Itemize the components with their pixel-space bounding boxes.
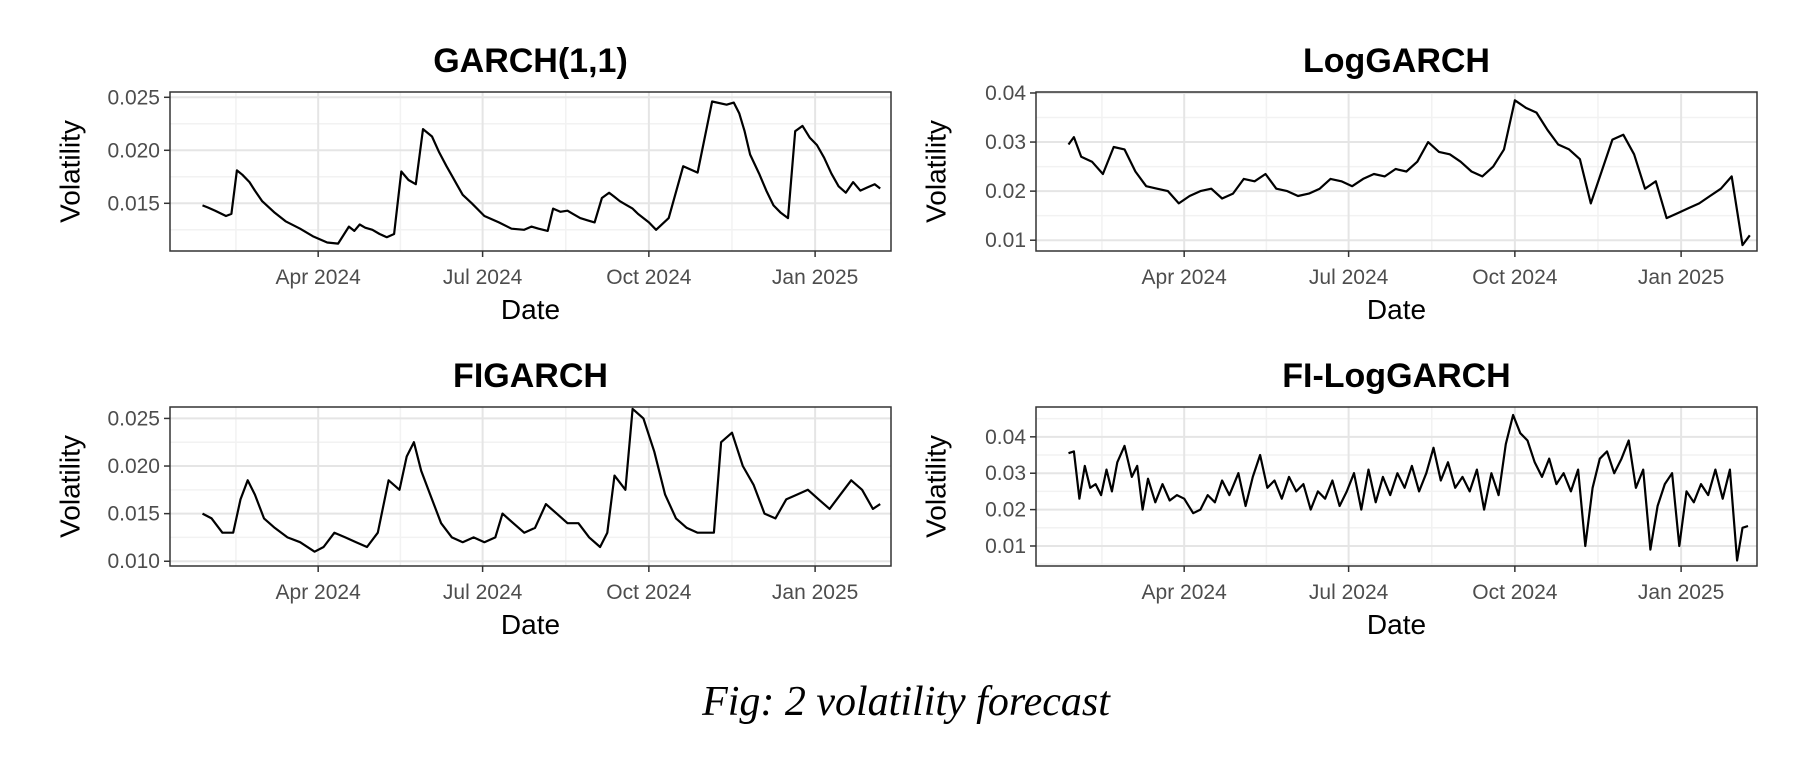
panel-2-x-tick-label: Jul 2024 — [1309, 266, 1389, 289]
panel-2-x-axis-label: Date — [1367, 294, 1426, 325]
panel-4-x-tick-label: Jul 2024 — [1309, 581, 1389, 604]
panel-2-y-tick-label: 0.01 — [985, 229, 1026, 252]
panel-4-x-axis-label: Date — [1367, 609, 1426, 640]
panel-2-x-tick-label: Apr 2024 — [1142, 266, 1228, 289]
panel-3-border — [169, 406, 892, 567]
panel-3-x-tick-label: Jan 2025 — [772, 581, 858, 604]
panel-2-y-axis-label: Volatility — [920, 120, 951, 223]
panel-1-y-tick-label: 0.015 — [107, 192, 160, 215]
panel-1-x-tick-label: Oct 2024 — [606, 266, 692, 289]
panel-3-y-tick-label: 0.010 — [107, 550, 160, 573]
panel-2-series-line-1 — [1067, 99, 1751, 247]
figure-caption: Fig: 2 volatility forecast — [702, 679, 1110, 725]
panel-1-series-line-1 — [202, 100, 881, 245]
panel-3-y-axis-label: Volatility — [54, 435, 85, 538]
panel-2-y-tick-label: 0.02 — [985, 180, 1026, 203]
panel-4-y-axis-label: Volatility — [920, 435, 951, 538]
panel-3-y-tick-label: 0.015 — [107, 503, 160, 526]
panel-1-x-tick-label: Apr 2024 — [276, 266, 362, 289]
panel-1-x-axis-label: Date — [501, 294, 560, 325]
panel-1-y-tick-label: 0.025 — [107, 86, 160, 109]
panel-1-x-tick-label: Jul 2024 — [443, 266, 523, 289]
panel-4-series-line-1 — [1068, 413, 1749, 562]
panel-2-border — [1035, 91, 1758, 252]
panel-1-x-tick-label: Jan 2025 — [772, 266, 858, 289]
panel-3-x-tick-label: Oct 2024 — [606, 581, 692, 604]
panel-2-y-tick-label: 0.04 — [985, 82, 1026, 105]
panel-4-y-tick-label: 0.01 — [985, 535, 1026, 558]
panel-2-x-tick-label: Oct 2024 — [1472, 266, 1558, 289]
panel-1-title: GARCH(1,1) — [433, 42, 628, 80]
panel-4-title: FI-LogGARCH — [1282, 357, 1511, 395]
panel-1-y-axis-label: Volatility — [54, 120, 85, 223]
panel-3-title: FIGARCH — [453, 357, 608, 395]
panel-1-y-tick-label: 0.020 — [107, 139, 160, 162]
panel-4-y-tick-label: 0.02 — [985, 499, 1026, 522]
panel-2-background — [1036, 92, 1757, 251]
panel-4-border — [1035, 406, 1758, 567]
panel-3-y-tick-label: 0.020 — [107, 455, 160, 478]
panel-3-y-tick-label: 0.025 — [107, 407, 160, 430]
panel-3-background — [170, 407, 891, 566]
panel-2-x-tick-label: Jan 2025 — [1638, 266, 1724, 289]
panel-4-x-tick-label: Jan 2025 — [1638, 581, 1724, 604]
panel-2-title: LogGARCH — [1303, 42, 1490, 80]
panel-2-y-tick-label: 0.03 — [985, 131, 1026, 154]
panel-4-x-tick-label: Apr 2024 — [1142, 581, 1228, 604]
panel-3-series-line-1 — [201, 407, 881, 553]
panel-4-y-tick-label: 0.03 — [985, 462, 1026, 485]
panel-1-border — [169, 91, 892, 252]
panel-3-x-tick-label: Apr 2024 — [276, 581, 362, 604]
panel-3-x-axis-label: Date — [501, 609, 560, 640]
panel-4-y-tick-label: 0.04 — [985, 426, 1026, 449]
panel-3-x-tick-label: Jul 2024 — [443, 581, 523, 604]
panel-4-x-tick-label: Oct 2024 — [1472, 581, 1558, 604]
